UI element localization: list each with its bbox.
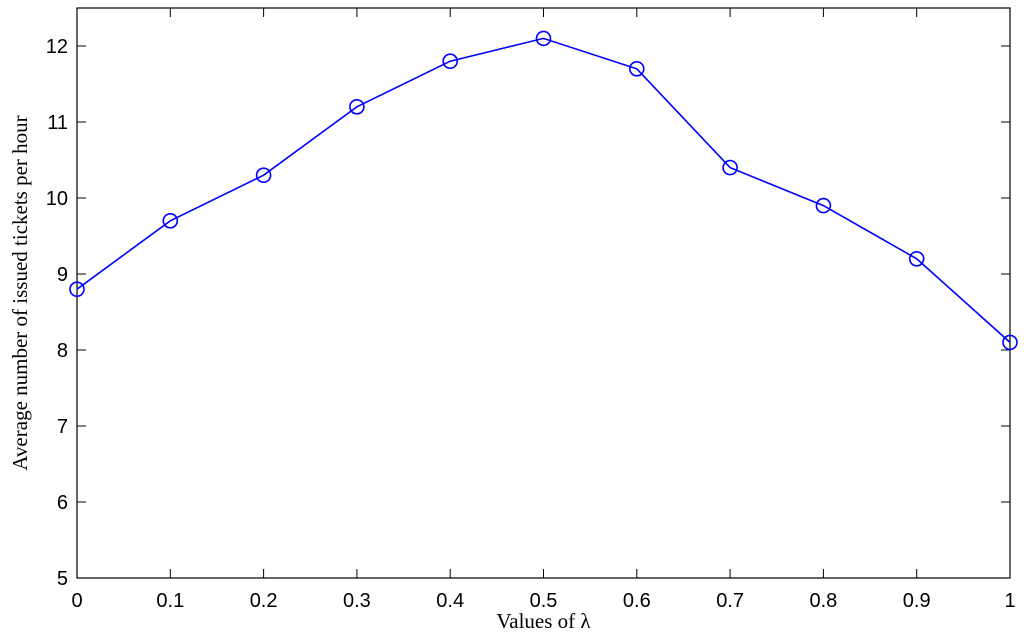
x-tick-label: 0.4: [436, 590, 464, 612]
y-tick-label: 7: [57, 416, 68, 438]
data-point: [69, 281, 85, 298]
y-tick-label: 9: [57, 264, 68, 286]
x-tick-label: 0: [71, 590, 82, 612]
y-tick-label: 12: [46, 36, 68, 58]
data-point: [722, 159, 738, 176]
y-tick-label: 8: [57, 340, 68, 362]
tick-marks: [76, 8, 1011, 579]
x-tick-label: 0.5: [530, 590, 558, 612]
data-point: [908, 250, 925, 267]
y-tick-label: 11: [47, 112, 68, 134]
data-point: [1002, 334, 1018, 351]
x-tick-label: 0.6: [623, 590, 651, 612]
x-tick-label: 0.1: [156, 590, 184, 612]
x-axis-label: Values of λ: [496, 609, 591, 633]
series-line: [76, 37, 1011, 343]
y-tick-label: 10: [46, 188, 68, 210]
data-point: [442, 53, 459, 70]
y-axis-label: Average number of issued tickets per hou…: [8, 115, 32, 470]
x-tick-label: 0.8: [809, 590, 837, 612]
y-tick-label: 5: [57, 568, 68, 590]
x-tick-label: 0.3: [343, 590, 371, 612]
x-tick-label: 0.2: [250, 590, 278, 612]
x-tick-label: 0.7: [716, 590, 744, 612]
data-point: [815, 197, 832, 214]
x-tick-label: 0.9: [903, 590, 931, 612]
plot-frame: [76, 7, 1011, 579]
data-point: [349, 99, 365, 115]
data-point: [162, 213, 179, 229]
x-tick-label: 1: [1004, 590, 1015, 612]
data-point: [628, 61, 645, 77]
data-point: [255, 167, 272, 183]
series-layer: [69, 30, 1018, 351]
tick-labels: 0 0.1 0.2 0.3 0.4 0.5 0.6 0.7 0.8 0.9 1 5 6 7 8 9 10 11 12: [46, 36, 1016, 612]
data-point: [535, 30, 552, 47]
y-tick-label: 6: [57, 492, 68, 514]
